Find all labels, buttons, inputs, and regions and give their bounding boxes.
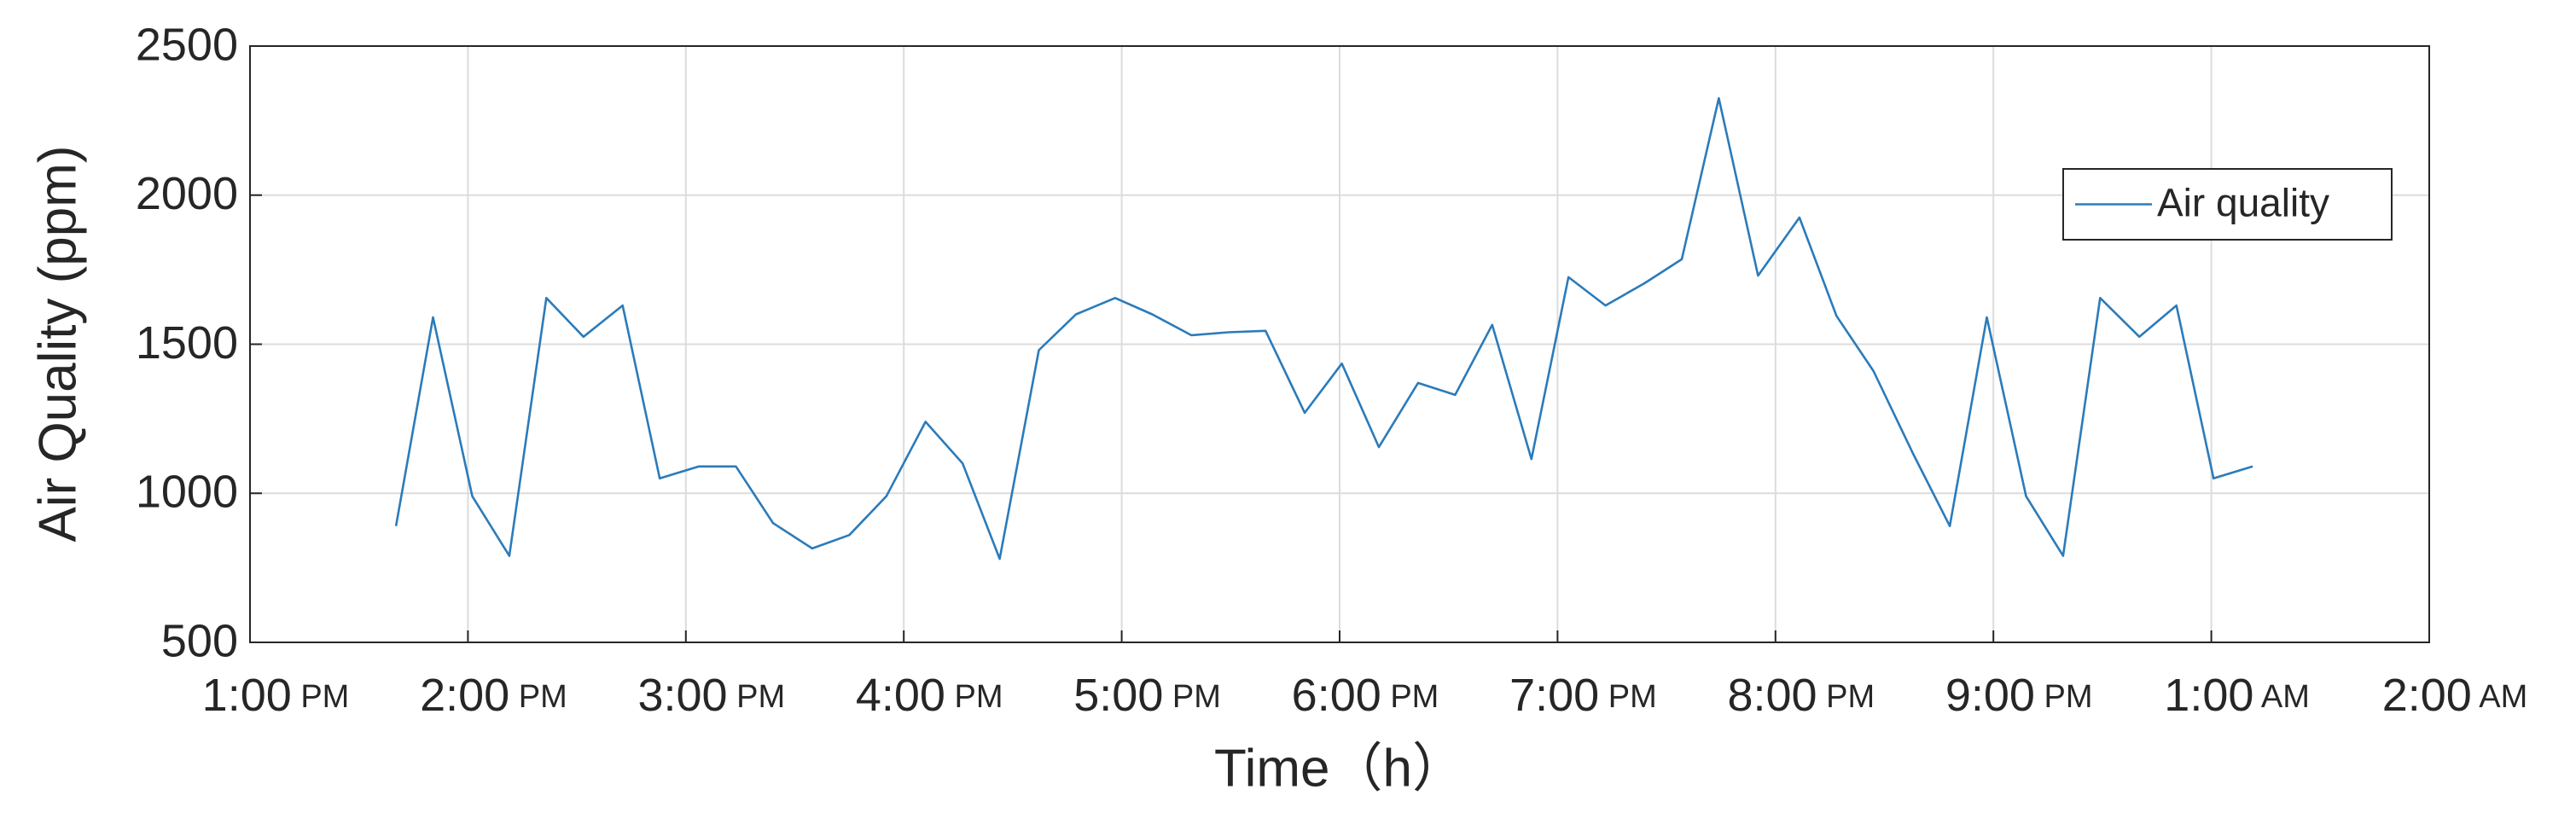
x-tick-label: 5:00 PM xyxy=(1073,670,1221,721)
y-tick-label: 1000 xyxy=(136,467,238,518)
x-tick-label: 2:00 AM xyxy=(2382,670,2528,721)
x-tick-label: 6:00 PM xyxy=(1292,670,1439,721)
x-tick-label: 1:00 AM xyxy=(2164,670,2310,721)
axes-box xyxy=(249,45,2430,643)
y-tick-label: 500 xyxy=(161,615,238,666)
y-axis-label: Air Quality (ppm) xyxy=(28,145,87,542)
y-tick-label: 2000 xyxy=(136,168,238,219)
data-line xyxy=(394,96,2253,560)
x-tick-label: 4:00 PM xyxy=(856,670,1003,721)
y-tick-label: 2500 xyxy=(136,19,238,70)
x-tick-label: 1:00 PM xyxy=(202,670,350,721)
legend-label: Air quality xyxy=(2157,181,2329,225)
x-tick-label: 2:00 PM xyxy=(420,670,567,721)
y-tick-label: 1500 xyxy=(136,317,238,369)
x-tick-label: 7:00 PM xyxy=(1509,670,1657,721)
x-tick-label: 9:00 PM xyxy=(1945,670,2093,721)
x-axis-label: Time（h） xyxy=(1214,739,1465,798)
x-tick-label: 8:00 PM xyxy=(1727,670,1875,721)
x-tick-label: 3:00 PM xyxy=(637,670,785,721)
